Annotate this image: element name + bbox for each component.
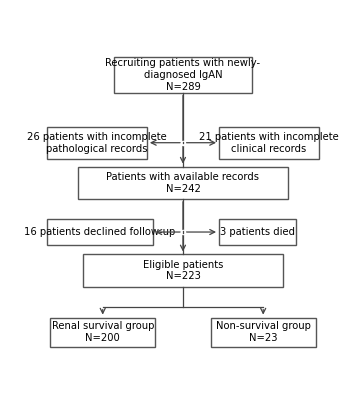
FancyBboxPatch shape — [211, 318, 316, 347]
FancyBboxPatch shape — [47, 126, 147, 159]
Text: 26 patients with incomplete
pathological records: 26 patients with incomplete pathological… — [27, 132, 167, 154]
Text: 16 patients declined follow-up: 16 patients declined follow-up — [24, 227, 176, 237]
Text: Patients with available records
N=242: Patients with available records N=242 — [106, 172, 260, 194]
FancyBboxPatch shape — [83, 254, 283, 287]
Text: 3 patients died: 3 patients died — [220, 227, 295, 237]
Text: Eligible patients
N=223: Eligible patients N=223 — [143, 260, 223, 281]
FancyBboxPatch shape — [47, 219, 152, 245]
FancyBboxPatch shape — [50, 318, 155, 347]
FancyBboxPatch shape — [219, 126, 318, 159]
FancyBboxPatch shape — [219, 219, 296, 245]
FancyBboxPatch shape — [114, 57, 252, 93]
FancyBboxPatch shape — [78, 166, 288, 199]
Text: Non-survival group
N=23: Non-survival group N=23 — [216, 321, 311, 343]
Text: Renal survival group
N=200: Renal survival group N=200 — [51, 321, 154, 343]
Text: Recruiting patients with newly-
diagnosed IgAN
N=289: Recruiting patients with newly- diagnose… — [105, 58, 261, 92]
Text: 21 patients with incomplete
clinical records: 21 patients with incomplete clinical rec… — [199, 132, 338, 154]
